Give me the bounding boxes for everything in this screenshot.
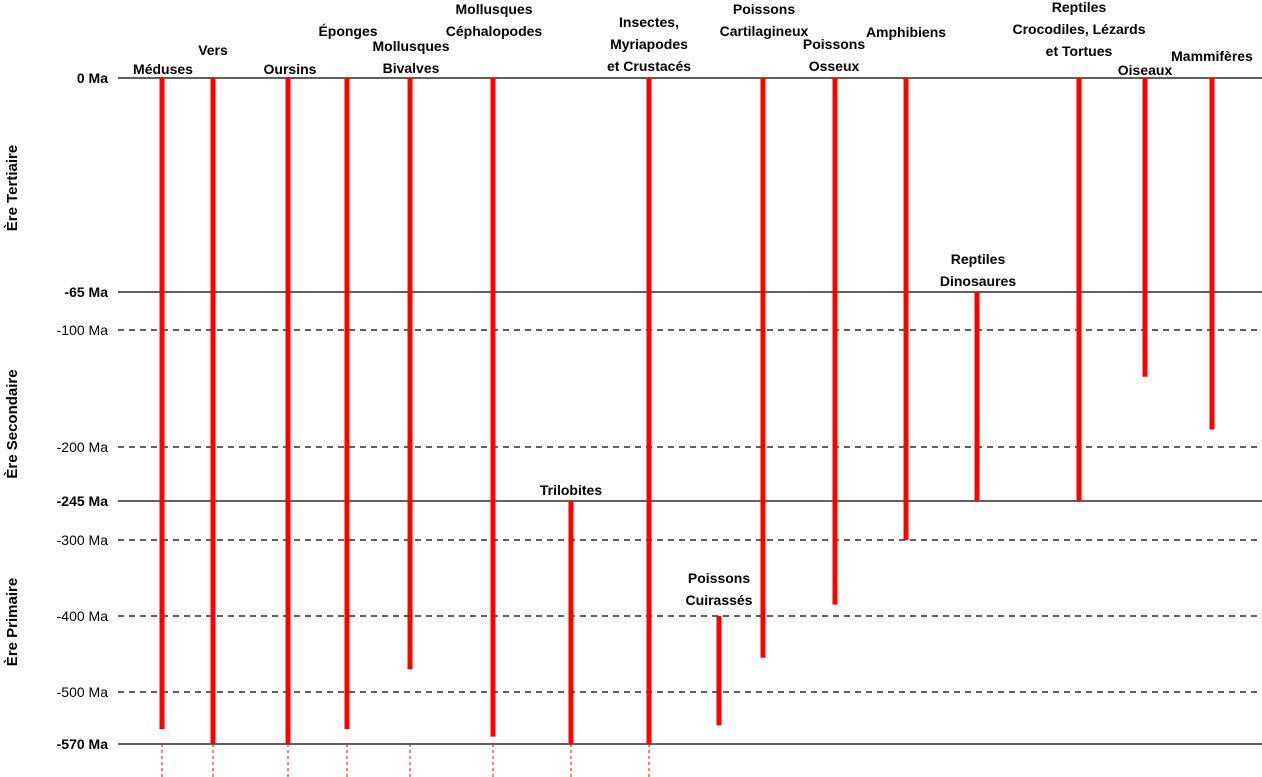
lineage-label-8: Poissons Cuirassés (686, 570, 753, 608)
tick-label-5: -300 Ma (57, 532, 109, 548)
tick-label-7: -500 Ma (57, 684, 109, 700)
tick-label-4: -245 Ma (57, 493, 109, 509)
lineage-label-10: Poissons Osseux (803, 36, 865, 74)
lineage-label-11: Amphibiens (866, 24, 946, 40)
lineage-label-3: Éponges (318, 23, 377, 39)
era-labels: Ère Tertiaire Ère Secondaire Ère Primaire (4, 145, 21, 666)
tick-label-2: -100 Ma (57, 322, 109, 338)
lineage-label-15: Mammifères (1171, 48, 1253, 64)
tick-label-6: -400 Ma (57, 608, 109, 624)
lineage-label-2: Oursins (264, 61, 317, 77)
lineage-label-5: Mollusques Céphalopodes (446, 1, 543, 39)
time-gridlines (118, 77, 1262, 745)
tick-label-1: -65 Ma (64, 284, 108, 300)
lineage-label-4: Mollusques Bivalves (372, 38, 449, 76)
tick-label-0: 0 Ma (77, 70, 108, 86)
time-tick-labels: 0 Ma -65 Ma -100 Ma -200 Ma -245 Ma -300 Ma -4… (57, 70, 109, 752)
lineage-label-6: Trilobites (540, 482, 602, 498)
era-label-0: Ère Tertiaire (4, 145, 21, 231)
lineage-label-7: Insectes, Myriapodes et Crustacés (607, 14, 691, 74)
lineage-label-12: Reptiles Dinosaures (940, 251, 1016, 289)
lineage-bars (159, 78, 1215, 777)
lineage-label-14: Oiseaux (1118, 62, 1173, 78)
lineage-label-1: Vers (198, 42, 228, 58)
era-label-1: Ère Secondaire (4, 369, 21, 478)
lineage-label-13: Reptiles Crocodiles, Lézards et Tortues (1012, 0, 1145, 59)
tick-label-8: -570 Ma (57, 736, 109, 752)
lineage-label-9: Poissons Cartilagineux (720, 1, 809, 39)
tick-label-3: -200 Ma (57, 439, 109, 455)
era-label-2: Ère Primaire (4, 578, 21, 666)
lineage-label-0: Méduses (133, 61, 193, 77)
